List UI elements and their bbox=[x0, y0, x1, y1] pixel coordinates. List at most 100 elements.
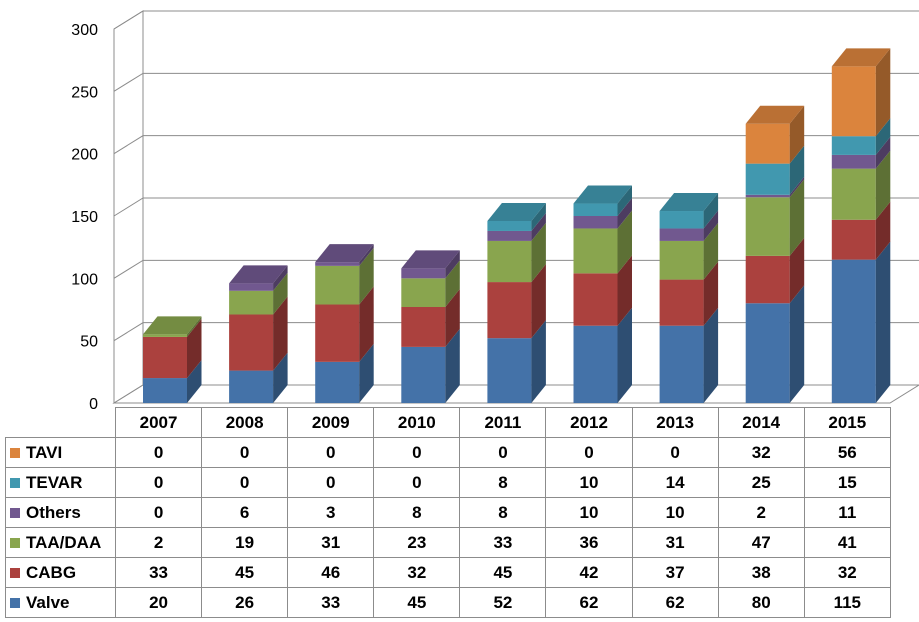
bar-segment-side bbox=[617, 185, 632, 216]
data-label: 10 bbox=[631, 497, 719, 528]
series-name: Valve bbox=[26, 592, 70, 612]
bar-segment-tavi bbox=[831, 66, 876, 137]
legend-entry: Valve bbox=[5, 587, 116, 618]
bar-segment-side bbox=[273, 265, 288, 291]
data-label: 0 bbox=[114, 437, 203, 468]
bar-segment-valve bbox=[745, 303, 790, 403]
bar-segment-side bbox=[789, 105, 805, 164]
data-label: 8 bbox=[459, 497, 547, 528]
bar-segment-side bbox=[531, 222, 546, 283]
legend-swatch bbox=[10, 448, 20, 459]
data-label: 62 bbox=[631, 587, 719, 618]
bar-segment-others bbox=[831, 154, 876, 169]
data-label: 37 bbox=[631, 557, 719, 588]
legend-swatch bbox=[10, 508, 20, 519]
bar-segment-side bbox=[875, 48, 891, 137]
x-tick-label: 2013 bbox=[631, 407, 719, 438]
bar-top bbox=[487, 202, 546, 221]
bar-segment-cabg bbox=[401, 307, 446, 347]
bar-segment-valve bbox=[143, 378, 187, 403]
bar-segment-side bbox=[359, 244, 374, 266]
data-label: 0 bbox=[201, 467, 289, 498]
bar-segment-tavi bbox=[745, 123, 790, 164]
bar-segment-side bbox=[703, 261, 719, 326]
bar-segment-side bbox=[703, 222, 719, 280]
bar-segment-cabg bbox=[143, 336, 187, 379]
data-label: 41 bbox=[803, 527, 891, 558]
bar-segment-side bbox=[875, 118, 891, 155]
data-label: 80 bbox=[717, 587, 805, 618]
bar-segment-taa-daa bbox=[143, 334, 187, 337]
bar-segment-tevar bbox=[745, 163, 790, 195]
x-tick-label: 2011 bbox=[459, 407, 547, 438]
data-label: 36 bbox=[545, 527, 633, 558]
data-label: 8 bbox=[373, 497, 461, 528]
bar-segment-valve bbox=[573, 325, 618, 403]
data-label: 0 bbox=[373, 437, 461, 468]
bar-segment-side bbox=[617, 210, 632, 274]
bar-segment-cabg bbox=[573, 273, 618, 326]
bar-segment-side bbox=[703, 193, 719, 229]
data-label: 31 bbox=[631, 527, 719, 558]
data-label: 32 bbox=[803, 557, 891, 588]
bar-segment-side bbox=[875, 136, 891, 169]
series-name: CABG bbox=[26, 562, 77, 582]
bar-2012 bbox=[573, 185, 632, 403]
data-label: 32 bbox=[373, 557, 461, 588]
bar-segment-taa-daa bbox=[831, 168, 876, 220]
data-label: 33 bbox=[287, 587, 375, 618]
bar-segment-side bbox=[617, 255, 632, 326]
data-label: 14 bbox=[631, 467, 719, 498]
bar-segment-cabg bbox=[315, 304, 360, 362]
table-row: TEVAR 0 0 0 0 8 10 14 25 15 bbox=[5, 467, 891, 498]
bar-segment-valve bbox=[487, 338, 532, 403]
data-label: 10 bbox=[545, 497, 633, 528]
series-name: TAVI bbox=[26, 442, 63, 462]
bars bbox=[143, 48, 891, 403]
bar-segment-cabg bbox=[745, 255, 790, 304]
data-label: 3 bbox=[287, 497, 375, 528]
bar-segment-valve bbox=[229, 370, 274, 403]
bar-2011 bbox=[487, 202, 546, 403]
bar-top bbox=[573, 185, 632, 204]
data-label: 62 bbox=[545, 587, 633, 618]
bar-top bbox=[831, 48, 891, 67]
data-label: 0 bbox=[545, 437, 633, 468]
bar-segment-others bbox=[573, 216, 618, 229]
x-tick-label: 2012 bbox=[545, 407, 633, 438]
bar-segment-cabg bbox=[487, 282, 532, 339]
bar-segment-side bbox=[187, 318, 202, 379]
table-row: Others 0 6 3 8 8 10 10 2 11 bbox=[5, 497, 891, 528]
bar-segment-side bbox=[359, 343, 374, 403]
bar-segment-cabg bbox=[229, 314, 274, 371]
legend-entry: TAA/DAA bbox=[5, 527, 116, 558]
bar-2010 bbox=[401, 250, 460, 403]
series-name: TAA/DAA bbox=[26, 532, 102, 552]
x-tick-label: 2009 bbox=[287, 407, 375, 438]
data-label: 33 bbox=[114, 557, 203, 588]
bar-segment-cabg bbox=[659, 279, 704, 326]
grid-line bbox=[113, 197, 919, 217]
data-label: 25 bbox=[717, 467, 805, 498]
bar-segment-taa-daa bbox=[659, 240, 704, 280]
data-label: 0 bbox=[287, 467, 375, 498]
bar-segment-side bbox=[187, 360, 202, 403]
bar-segment-side bbox=[359, 247, 374, 305]
bar-top bbox=[745, 105, 805, 124]
data-label: 0 bbox=[631, 437, 719, 468]
bar-segment-others bbox=[229, 283, 274, 291]
bar-segment-others bbox=[659, 228, 704, 241]
data-label: 2 bbox=[114, 527, 203, 558]
legend-swatch bbox=[10, 538, 20, 549]
y-tick-label: 200 bbox=[71, 147, 98, 164]
bar-segment-side bbox=[789, 179, 805, 256]
bar-segment-taa-daa bbox=[487, 240, 532, 283]
y-tick-label: 100 bbox=[71, 271, 98, 288]
bar-segment-side bbox=[617, 198, 632, 229]
data-label: 8 bbox=[459, 467, 547, 498]
data-label: 45 bbox=[201, 557, 289, 588]
bar-segment-tevar bbox=[659, 211, 704, 229]
legend-swatch bbox=[10, 568, 20, 579]
y-tick-label: 250 bbox=[71, 84, 98, 101]
